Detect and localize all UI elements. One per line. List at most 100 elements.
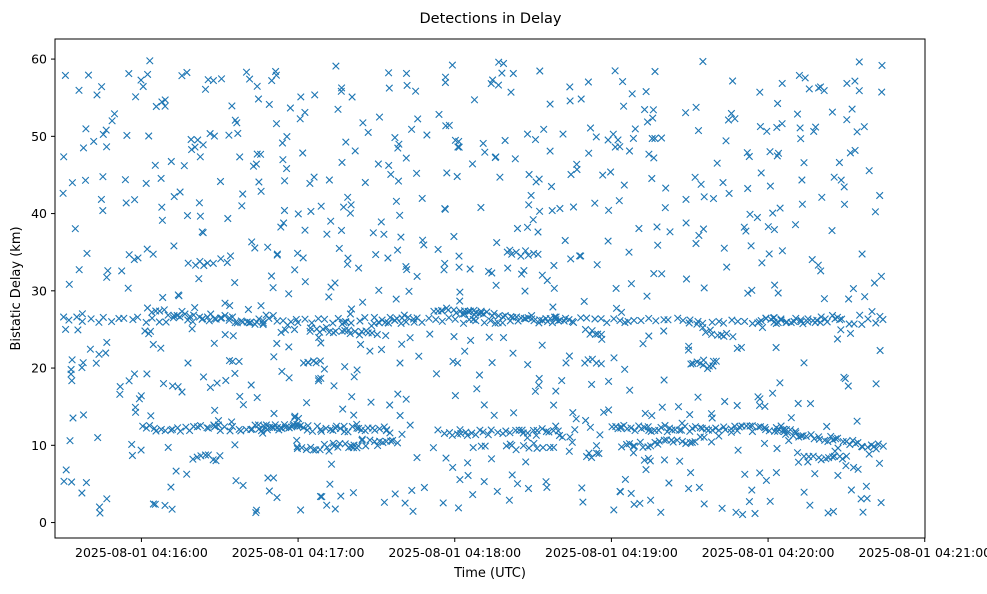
- data-point-marker: [236, 392, 244, 401]
- data-point-marker: [122, 199, 130, 207]
- data-point-marker: [635, 224, 643, 233]
- data-point-marker: [597, 360, 605, 368]
- data-point-marker: [733, 344, 741, 353]
- data-point-marker: [299, 149, 307, 157]
- data-point-marker: [754, 393, 762, 401]
- data-point-marker: [546, 314, 554, 323]
- data-point-marker: [159, 379, 168, 388]
- data-point-marker: [600, 408, 608, 416]
- data-point-marker: [585, 149, 593, 157]
- y-tick-label: 30: [31, 283, 47, 298]
- data-point-marker: [351, 327, 359, 336]
- data-point-marker: [393, 246, 402, 254]
- data-point-marker: [347, 201, 355, 209]
- data-point-marker: [393, 439, 402, 447]
- data-point-marker: [864, 315, 872, 323]
- data-point-marker: [347, 319, 355, 327]
- data-point-marker: [87, 315, 95, 323]
- data-point-marker: [494, 81, 503, 89]
- data-point-marker: [346, 209, 355, 217]
- data-point-marker: [875, 459, 884, 467]
- data-point-marker: [269, 474, 278, 482]
- data-point-marker: [682, 195, 690, 204]
- data-point-marker: [766, 182, 775, 190]
- data-point-marker: [60, 477, 68, 485]
- data-point-marker: [116, 390, 124, 398]
- data-point-marker: [199, 229, 207, 237]
- data-point-marker: [778, 79, 786, 88]
- data-point-marker: [692, 239, 700, 248]
- data-point-marker: [488, 269, 496, 277]
- data-point-marker: [152, 427, 160, 435]
- x-tick-label: 2025-08-01 04:20:00: [702, 545, 835, 560]
- data-point-marker: [306, 324, 315, 332]
- data-point-marker: [204, 424, 213, 432]
- data-point-marker: [610, 506, 618, 514]
- data-point-marker: [758, 259, 766, 267]
- data-point-marker: [183, 470, 191, 478]
- data-point-marker: [493, 238, 501, 247]
- data-point-marker: [453, 359, 462, 367]
- data-point-marker: [611, 67, 619, 75]
- data-point-marker: [524, 484, 533, 493]
- data-point-marker: [212, 457, 220, 465]
- data-point-marker: [356, 317, 364, 325]
- data-point-marker: [794, 399, 802, 408]
- data-point-marker: [59, 313, 68, 321]
- data-point-marker: [170, 242, 178, 250]
- data-point-marker: [320, 365, 329, 373]
- data-point-marker: [471, 308, 480, 317]
- data-point-marker: [774, 289, 782, 297]
- data-point-marker: [167, 157, 175, 166]
- data-point-marker: [246, 318, 255, 327]
- data-point-marker: [507, 312, 515, 321]
- data-point-marker: [299, 423, 308, 432]
- data-point-marker: [278, 367, 286, 376]
- data-point-marker: [614, 136, 622, 144]
- data-point-marker: [823, 422, 831, 431]
- data-point-marker: [491, 319, 499, 327]
- data-point-marker: [301, 226, 309, 234]
- data-point-marker: [455, 143, 463, 151]
- data-point-marker: [798, 200, 807, 208]
- data-point-marker: [609, 130, 617, 138]
- data-point-marker: [426, 330, 434, 338]
- data-point-marker: [191, 303, 199, 312]
- data-point-marker: [840, 200, 849, 208]
- data-point-marker: [787, 414, 795, 422]
- data-point-marker: [837, 326, 845, 334]
- data-point-marker: [145, 132, 153, 140]
- data-point-marker: [479, 310, 488, 318]
- data-point-marker: [579, 498, 587, 506]
- data-point-marker: [762, 476, 771, 485]
- data-point-marker: [468, 429, 476, 437]
- data-point-marker: [844, 295, 853, 303]
- data-point-marker: [797, 135, 805, 143]
- data-point-marker: [301, 278, 309, 286]
- data-point-marker: [336, 424, 345, 433]
- data-point-marker: [320, 315, 329, 323]
- data-point-marker: [92, 359, 100, 367]
- data-point-marker: [814, 261, 822, 269]
- data-point-marker: [620, 181, 628, 189]
- data-point-marker: [701, 328, 710, 336]
- data-point-marker: [649, 114, 657, 122]
- data-point-marker: [228, 313, 237, 321]
- data-point-marker: [466, 336, 475, 345]
- data-point-marker: [346, 329, 354, 338]
- data-point-marker: [630, 442, 639, 450]
- data-point-marker: [199, 373, 208, 381]
- data-point-marker: [386, 401, 394, 409]
- data-point-marker: [128, 451, 137, 460]
- data-point-marker: [252, 508, 260, 517]
- data-point-marker: [731, 115, 739, 123]
- data-point-marker: [456, 288, 464, 296]
- data-point-marker: [348, 393, 356, 401]
- data-point-marker: [214, 421, 223, 429]
- data-point-marker: [684, 484, 693, 493]
- data-point-marker: [577, 252, 585, 260]
- data-point-marker: [481, 442, 489, 450]
- data-point-marker: [612, 304, 621, 312]
- data-point-marker: [727, 425, 735, 433]
- data-point-marker: [350, 411, 358, 419]
